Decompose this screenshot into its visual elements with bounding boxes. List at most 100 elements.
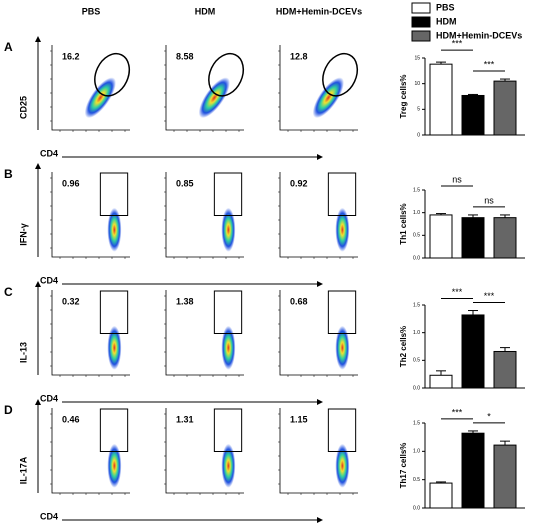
bar (429, 214, 453, 259)
plot-frame (51, 408, 130, 494)
cell-cloud (221, 207, 236, 252)
gate (94, 52, 131, 97)
y-tick-label: 1.5 (413, 187, 420, 193)
panel-letter: B (4, 167, 13, 181)
bar (493, 80, 517, 136)
bar (429, 374, 453, 389)
y-tick-label: 0 (417, 132, 420, 138)
y-tick-label: 5 (417, 107, 420, 113)
plot-frame (165, 172, 244, 258)
gate (213, 290, 243, 334)
y-tick-label: 0.5 (413, 477, 420, 483)
bar (461, 94, 485, 136)
bar (493, 444, 517, 509)
significance-label: *** (452, 287, 463, 297)
y-tick-label: 10 (414, 81, 420, 87)
y-tick-label: 0.0 (413, 255, 420, 261)
cell-cloud (335, 207, 350, 252)
y-axis-label: IL-17A (18, 456, 28, 484)
gate (327, 172, 357, 216)
gate (99, 290, 129, 334)
bar (461, 314, 485, 389)
cell-cloud (107, 207, 122, 252)
cell-cloud (84, 77, 116, 119)
y-tick-label: 0.5 (413, 358, 420, 364)
y-tick-label: 0.0 (413, 385, 420, 391)
plot-frame (51, 290, 130, 376)
gate-percentage: 12.8 (290, 51, 308, 61)
x-axis-label: CD4 (40, 511, 58, 521)
y-tick-label: 1.0 (413, 449, 420, 455)
cell-cloud (221, 443, 236, 488)
cell-cloud (221, 325, 236, 370)
gate-percentage: 0.92 (290, 178, 308, 188)
gate-percentage: 8.58 (176, 51, 194, 61)
gate-percentage: 1.15 (290, 414, 308, 424)
y-axis-label: Treg cells% (399, 74, 408, 118)
gate (322, 52, 359, 97)
cell-cloud (107, 443, 122, 488)
gate-percentage: 1.31 (176, 414, 194, 424)
cell-cloud (107, 325, 122, 370)
y-axis-label: Th17 cells% (399, 443, 408, 489)
gate (213, 408, 243, 452)
y-axis-label: IL-13 (18, 342, 28, 363)
plot-frame (279, 408, 358, 494)
y-axis-label: Th1 cells% (399, 203, 408, 244)
bar (429, 63, 453, 136)
y-tick-label: 0.5 (413, 233, 420, 239)
plot-frame (279, 45, 358, 131)
bar (493, 350, 517, 389)
gate-percentage: 0.96 (62, 178, 80, 188)
gate-percentage: 0.46 (62, 414, 80, 424)
y-tick-label: 15 (414, 55, 420, 61)
significance-label: *** (484, 291, 495, 301)
gate (213, 172, 243, 216)
x-axis-label: CD4 (40, 393, 58, 403)
y-tick-label: 1.5 (413, 420, 420, 426)
cell-cloud (312, 77, 344, 119)
y-tick-label: 0.0 (413, 505, 420, 511)
legend-label: HDM (436, 16, 457, 26)
panel-letter: D (4, 403, 13, 417)
legend-label: HDM+Hemin-DCEVs (436, 30, 522, 40)
y-axis-label: IFN-γ (18, 223, 28, 246)
gate-percentage: 0.32 (62, 296, 80, 306)
significance-label: *** (484, 59, 495, 69)
y-tick-label: 1.5 (413, 302, 420, 308)
gate-percentage: 0.68 (290, 296, 308, 306)
plot-frame (51, 45, 130, 131)
significance-label: ns (452, 174, 462, 184)
gate (208, 52, 245, 97)
legend-swatch (411, 30, 431, 42)
gate (99, 408, 129, 452)
gate (327, 290, 357, 334)
y-axis-label: Th2 cells% (399, 326, 408, 367)
gate (99, 172, 129, 216)
cell-cloud (335, 443, 350, 488)
significance-label: *** (452, 38, 463, 48)
gate-percentage: 16.2 (62, 51, 80, 61)
significance-label: *** (452, 407, 463, 417)
significance-label: ns (484, 195, 494, 205)
plot-frame (165, 45, 244, 131)
legend-swatch (411, 16, 431, 28)
gate-percentage: 1.38 (176, 296, 194, 306)
cell-cloud (335, 325, 350, 370)
column-header: HDM (195, 6, 216, 16)
gate (327, 408, 357, 452)
plot-frame (165, 290, 244, 376)
bar (429, 482, 453, 509)
legend-swatch (411, 2, 431, 14)
plot-frame (279, 172, 358, 258)
panel-letter: A (4, 40, 13, 54)
gate-percentage: 0.85 (176, 178, 194, 188)
y-tick-label: 1.0 (413, 210, 420, 216)
plot-frame (279, 290, 358, 376)
column-header: HDM+Hemin-DCEVs (276, 6, 362, 16)
bar (461, 432, 485, 509)
plot-frame (51, 172, 130, 258)
bar (493, 217, 517, 259)
legend-label: PBS (436, 2, 455, 12)
